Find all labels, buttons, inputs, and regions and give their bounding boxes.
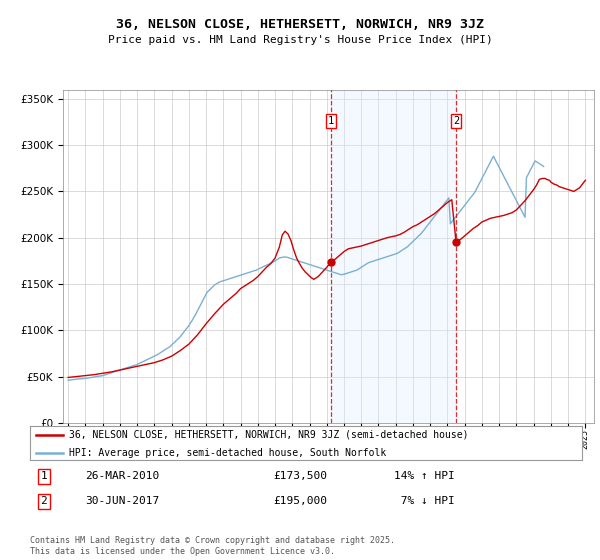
Text: HPI: Average price, semi-detached house, South Norfolk: HPI: Average price, semi-detached house,…	[68, 447, 386, 458]
Text: 1: 1	[40, 472, 47, 482]
Text: 2: 2	[453, 116, 459, 126]
Text: 36, NELSON CLOSE, HETHERSETT, NORWICH, NR9 3JZ: 36, NELSON CLOSE, HETHERSETT, NORWICH, N…	[116, 18, 484, 31]
Text: Contains HM Land Registry data © Crown copyright and database right 2025.
This d: Contains HM Land Registry data © Crown c…	[30, 536, 395, 556]
Text: 36, NELSON CLOSE, HETHERSETT, NORWICH, NR9 3JZ (semi-detached house): 36, NELSON CLOSE, HETHERSETT, NORWICH, N…	[68, 430, 468, 440]
Bar	[331, 90, 456, 423]
Text: 26-MAR-2010: 26-MAR-2010	[85, 472, 160, 482]
Text: 1: 1	[328, 116, 334, 126]
Text: 2: 2	[40, 497, 47, 506]
Text: £173,500: £173,500	[273, 472, 327, 482]
Text: £195,000: £195,000	[273, 497, 327, 506]
Text: Price paid vs. HM Land Registry's House Price Index (HPI): Price paid vs. HM Land Registry's House …	[107, 35, 493, 45]
Text: 30-JUN-2017: 30-JUN-2017	[85, 497, 160, 506]
Text: 7% ↓ HPI: 7% ↓ HPI	[394, 497, 455, 506]
Text: 14% ↑ HPI: 14% ↑ HPI	[394, 472, 455, 482]
